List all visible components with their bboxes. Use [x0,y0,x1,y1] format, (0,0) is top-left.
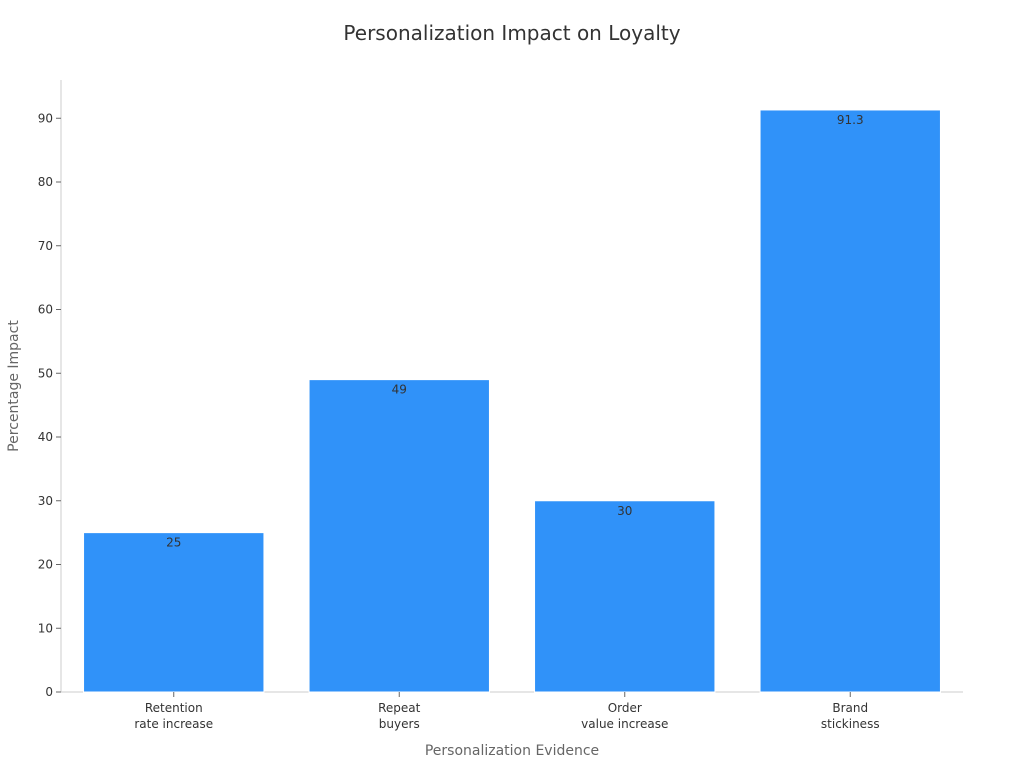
x-axis-title: Personalization Evidence [425,743,599,759]
y-axis-title: Percentage Impact [6,320,22,452]
x-tick-label: rate increase [134,717,213,731]
data-label: 30 [617,504,632,518]
y-tick-label: 50 [38,366,53,380]
y-tick-label: 80 [38,175,53,189]
y-tick-label: 60 [38,303,53,317]
x-tick-label: Brand [832,701,868,715]
data-label: 91.3 [837,113,864,127]
y-tick-label: 30 [38,494,53,508]
x-tick-label: Retention [145,701,203,715]
plot-area: 0 10 20 30 40 50 60 70 80 90 25 Retention rate incre… [38,80,963,731]
y-tick-label: 20 [38,558,53,572]
x-tick-label: Order [608,701,642,715]
y-tick-label: 40 [38,430,53,444]
x-tick-label: stickiness [821,717,880,731]
x-tick-label: buyers [379,717,420,731]
chart-title: Personalization Impact on Loyalty [343,21,680,45]
y-tick-label: 70 [38,239,53,253]
y-tick-label: 90 [38,111,53,125]
y-tick-label: 10 [38,621,53,635]
bar-1 [83,532,265,693]
x-tick-label: Repeat [378,701,421,715]
y-tick-label: 0 [45,685,53,699]
data-label: 25 [166,536,181,550]
bar-2 [308,379,490,693]
bar-4 [759,109,941,693]
bar-3 [534,500,716,693]
data-label: 49 [392,383,407,397]
x-tick-label: value increase [581,717,668,731]
